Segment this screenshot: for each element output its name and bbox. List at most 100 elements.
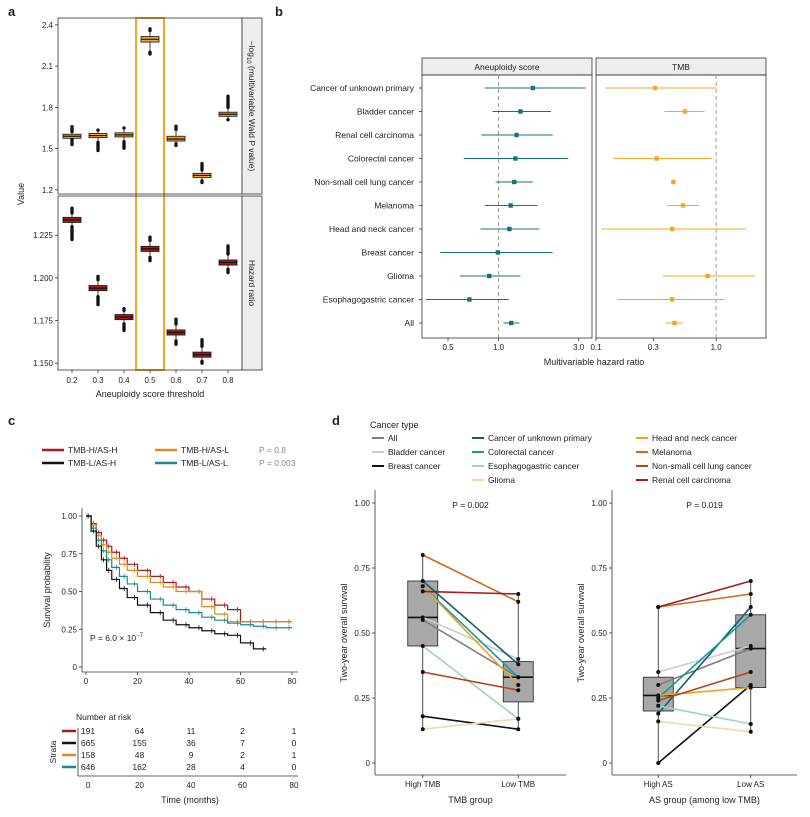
risk-count: 36 <box>186 738 196 748</box>
risk-count: 28 <box>186 762 196 772</box>
category-label: All <box>405 318 415 328</box>
outlier-point <box>200 180 204 185</box>
outlier-point <box>122 328 126 333</box>
y-tick-label: 0.50 <box>61 588 77 597</box>
category-label: Melanoma <box>374 201 414 211</box>
strip-main: −log <box>247 41 257 58</box>
outlier-point <box>148 258 152 263</box>
paired-point <box>420 714 425 719</box>
p-value-annotation: P = 6.0 × 10−7 <box>90 633 144 643</box>
facet-frame <box>421 74 593 339</box>
outlier-point <box>148 235 152 239</box>
outlier-point <box>70 142 74 147</box>
paired-line <box>657 614 752 699</box>
x-axis-label: AS group (among low TMB) <box>649 795 760 805</box>
facet-strip-label: Aneuploidy score <box>474 62 539 72</box>
point-estimate <box>705 273 710 279</box>
paired-point <box>420 579 425 583</box>
paired-point <box>420 553 425 557</box>
x-tick-label: 0.1 <box>590 343 602 352</box>
legend-p-value: P = 0.003 <box>259 458 296 468</box>
legend-label: Melanoma <box>652 447 692 457</box>
box <box>735 614 767 688</box>
y-axis-label: Two-year overall survival <box>576 583 586 682</box>
paired-point <box>516 599 521 604</box>
facet-frame <box>57 195 243 371</box>
paired-point <box>516 716 521 721</box>
legend-label: Glioma <box>488 475 515 485</box>
risk-count: 1 <box>292 750 297 760</box>
x-axis-label: Aneuploidy score threshold <box>96 389 205 399</box>
p-value-annotation: P = 0.002 <box>452 500 489 510</box>
outlier-point <box>122 306 126 311</box>
paired-point <box>656 698 661 703</box>
paired-line <box>422 718 519 730</box>
y-axis-label: Value <box>16 183 26 205</box>
paired-line <box>422 619 519 678</box>
paired-point <box>748 644 753 648</box>
paired-line <box>658 593 751 608</box>
paired-point <box>748 729 753 734</box>
y-tick-label: 1.8 <box>42 103 54 112</box>
y-tick-label: 0.25 <box>354 694 370 703</box>
outlier-point <box>226 270 230 275</box>
paired-point <box>748 605 753 609</box>
legend-label: Renal cell carcinoma <box>652 475 731 485</box>
paired-point <box>748 670 753 674</box>
x-tick-label: 40 <box>185 677 194 686</box>
point-estimate <box>467 297 472 302</box>
x-tick-label: Low TMB <box>501 780 535 789</box>
risk-count: 1 <box>292 726 297 736</box>
point-estimate <box>682 109 688 114</box>
x-tick-label: 0 <box>84 677 89 686</box>
x-tick-label: 0.7 <box>196 376 208 385</box>
risk-count: 0 <box>292 762 297 772</box>
paired-line <box>658 645 751 673</box>
category-label: Colorectal cancer <box>348 154 414 164</box>
y-tick-label: 1.00 <box>61 512 77 521</box>
paired-line <box>658 720 751 733</box>
y-tick-label: 0.25 <box>591 694 607 703</box>
paired-line <box>422 585 519 678</box>
legend-label: Esophagogastric cancer <box>488 461 579 471</box>
point-estimate <box>672 320 677 326</box>
paired-point <box>656 703 661 708</box>
risk-x-axis-label: Time (months) <box>161 795 219 805</box>
paired-point <box>516 592 521 596</box>
paired-point <box>420 615 425 620</box>
risk-x-tick-label: 60 <box>238 781 247 790</box>
paired-line <box>422 715 519 730</box>
paired-point <box>420 589 425 594</box>
y-tick-label: 0.75 <box>591 564 607 573</box>
legend-label: Bladder cancer <box>388 447 445 457</box>
paired-point <box>748 579 753 583</box>
risk-table-title: Number at risk <box>76 712 132 722</box>
point-estimate <box>652 85 658 91</box>
x-axis-label: Multivariable hazard ratio <box>544 357 645 367</box>
point-estimate <box>512 179 517 185</box>
y-tick-label: 0.50 <box>354 629 370 638</box>
legend-label: TMB-L/AS-L <box>181 458 228 468</box>
outlier-point <box>148 52 152 56</box>
y-tick-label: 1.200 <box>33 274 54 283</box>
risk-count: 4 <box>240 762 245 772</box>
panel-a: −log10 (multivariable Wald P value) 1.2 1.… <box>16 17 263 399</box>
panel-label-b: b <box>275 4 283 19</box>
category-label: Glioma <box>387 271 414 281</box>
paired-point <box>420 727 425 732</box>
legend-p-value: P = 0.8 <box>259 445 286 455</box>
y-tick-label: 0.25 <box>61 625 77 634</box>
risk-count: 7 <box>240 738 245 748</box>
risk-count: 665 <box>81 738 95 748</box>
x-tick-label: 0.8 <box>222 376 234 385</box>
x-tick-label: 0.3 <box>648 343 660 352</box>
paired-point <box>420 670 425 674</box>
risk-count: 9 <box>189 750 194 760</box>
x-tick-label: 0.5 <box>442 343 454 352</box>
paired-point <box>656 719 661 724</box>
point-estimate <box>495 250 501 255</box>
panel-label-c: c <box>8 413 15 428</box>
point-estimate <box>513 156 518 161</box>
outlier-point <box>122 146 126 150</box>
p-value-exponent: −7 <box>136 633 144 639</box>
